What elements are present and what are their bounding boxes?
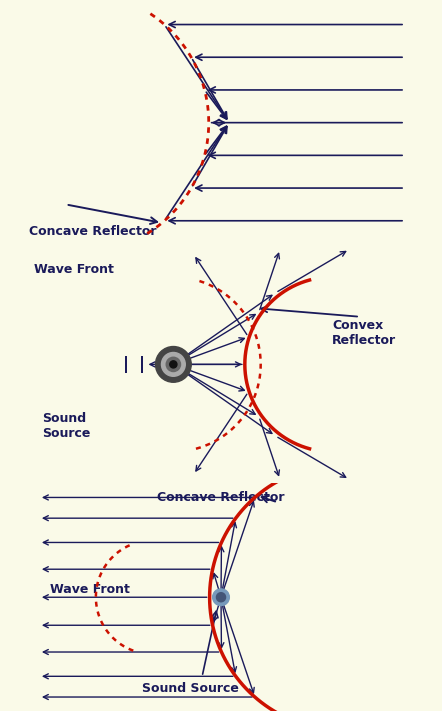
- Text: Wave Front: Wave Front: [34, 263, 114, 276]
- Text: Concave Reflector: Concave Reflector: [157, 491, 285, 504]
- Text: Wave Front: Wave Front: [50, 583, 130, 596]
- Text: Sound Source: Sound Source: [142, 682, 239, 695]
- Circle shape: [170, 360, 177, 368]
- Circle shape: [161, 353, 185, 376]
- Text: Convex
Reflector: Convex Reflector: [332, 319, 396, 347]
- Circle shape: [213, 589, 229, 606]
- Circle shape: [156, 346, 191, 383]
- Text: Concave Reflector: Concave Reflector: [29, 225, 156, 238]
- Text: Sound
Source: Sound Source: [42, 412, 91, 440]
- Circle shape: [166, 357, 180, 372]
- Circle shape: [217, 593, 225, 602]
